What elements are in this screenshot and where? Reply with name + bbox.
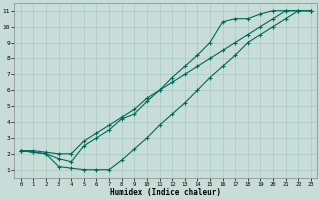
X-axis label: Humidex (Indice chaleur): Humidex (Indice chaleur) [110,188,221,197]
